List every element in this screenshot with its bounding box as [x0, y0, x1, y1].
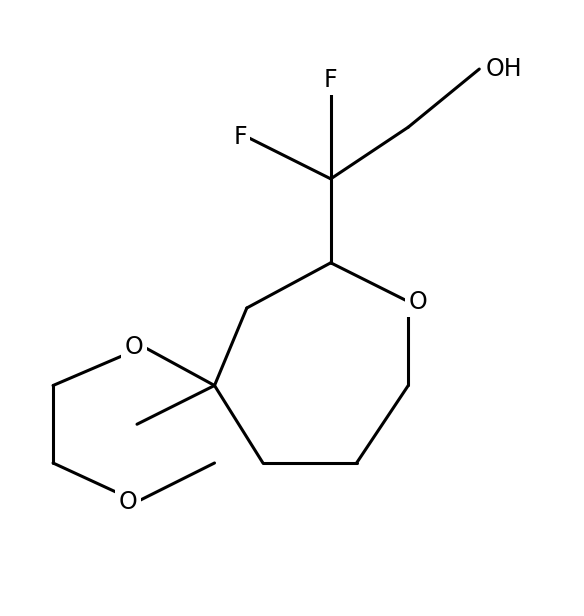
- Text: F: F: [233, 125, 247, 149]
- Text: O: O: [125, 334, 144, 359]
- Text: O: O: [408, 290, 427, 314]
- Text: O: O: [118, 490, 137, 514]
- Text: F: F: [324, 68, 338, 92]
- Text: OH: OH: [486, 57, 522, 81]
